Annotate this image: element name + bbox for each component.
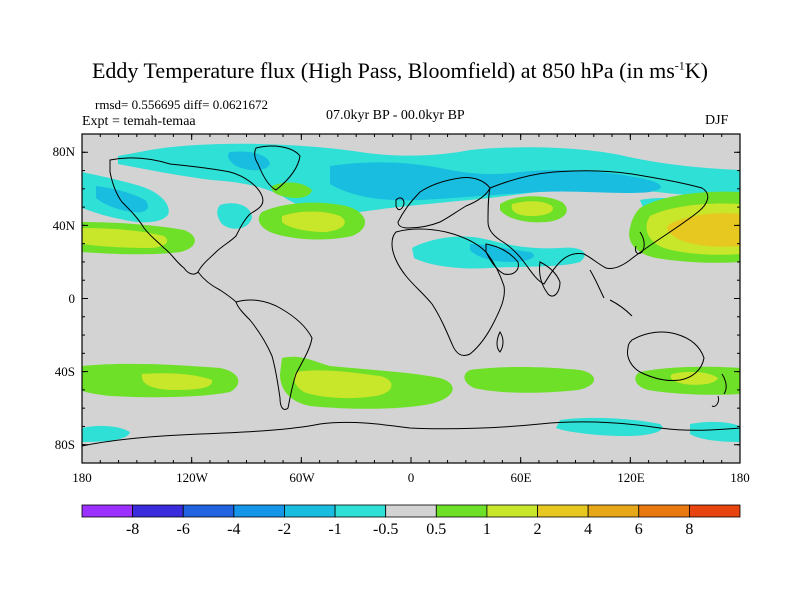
- title-text: Eddy Temperature flux (High Pass, Bloomf…: [91, 58, 675, 83]
- contour-atlantic-pos-core: [282, 211, 345, 232]
- colorbar-label: -6: [176, 521, 190, 538]
- contour-europe-pos: [271, 182, 312, 198]
- coast-india: [539, 261, 561, 297]
- lon-label-180w: 180: [72, 470, 92, 485]
- colorbar-swatch: [537, 504, 589, 518]
- coast-arabia: [485, 243, 519, 275]
- contour-greenland-neg: [228, 151, 270, 171]
- coast-japan: [635, 231, 645, 255]
- colorbar-swatch: [385, 504, 437, 518]
- lon-label-60w: 60W: [289, 470, 315, 485]
- axis-ticks: [81, 133, 741, 464]
- colorbar-label: -1: [328, 521, 342, 538]
- contour-south-pacific-pos-core: [141, 373, 213, 390]
- coast-central-america: [197, 271, 237, 303]
- coast-madagascar: [496, 331, 504, 353]
- lat-label-40s: 40S: [54, 364, 75, 379]
- title-unit-end: K): [684, 58, 708, 83]
- lon-label-60e: 60E: [510, 470, 532, 485]
- contour-antarctic-neg-east: [690, 421, 740, 442]
- lon-label-120w: 120W: [176, 470, 208, 485]
- coastlines: [82, 145, 740, 447]
- chart-title: Eddy Temperature flux (High Pass, Bloomf…: [0, 58, 800, 84]
- season-label: DJF: [705, 113, 729, 128]
- contour-eurasia-neg-core: [330, 162, 661, 201]
- period-label: 07.0kyr BP - 00.0kyr BP: [326, 108, 465, 123]
- coast-africa: [391, 228, 505, 357]
- colorbar-swatch: [233, 504, 285, 518]
- colorbar: [81, 504, 741, 518]
- colorbar-swatch: [638, 504, 690, 518]
- colorbar-label: 8: [685, 521, 694, 538]
- lat-label-80n: 80N: [52, 144, 75, 159]
- title-superscript: -1: [674, 58, 685, 73]
- coast-asia: [487, 170, 709, 285]
- colorbar-label: 1: [482, 521, 491, 538]
- lat-label-80s: 80S: [54, 437, 75, 452]
- coast-australia: [627, 331, 705, 381]
- colorbar-label: -0.5: [373, 521, 399, 538]
- stats-label: rmsd= 0.556695 diff= 0.0621672: [95, 97, 268, 112]
- coast-new-zealand: [711, 373, 727, 407]
- colorbar-swatch: [81, 504, 134, 518]
- colorbar-swatch: [688, 504, 741, 518]
- experiment-label: Expt = temah-temaa: [82, 114, 196, 129]
- lat-label-0: 0: [68, 291, 76, 306]
- colorbar-label: 4: [584, 521, 593, 538]
- coast-se-asia: [589, 269, 633, 317]
- colorbar-label: 2: [533, 521, 542, 538]
- colorbar-swatch: [587, 504, 640, 518]
- colorbar-swatch: [132, 504, 184, 518]
- coast-north-america: [109, 157, 264, 275]
- lon-label-180e: 180: [730, 470, 750, 485]
- colorbar-swatch: [182, 504, 235, 518]
- colorbar-swatch: [284, 504, 336, 518]
- colorbar-swatch: [486, 504, 538, 518]
- contour-south-america-pos-core: [294, 370, 392, 399]
- contour-australia-pos-core: [670, 371, 718, 385]
- contour-indian-pos: [464, 367, 595, 393]
- contour-antarctic-neg-mid: [556, 417, 663, 436]
- contour-caspian-pos-core: [511, 201, 553, 216]
- coast-uk: [395, 197, 405, 211]
- coast-south-america: [235, 299, 313, 411]
- contour-antarctic-neg-west: [82, 425, 130, 442]
- coast-greenland: [254, 145, 301, 191]
- colorbar-label: -8: [125, 521, 140, 538]
- lon-label-120e: 120E: [617, 470, 645, 485]
- colorbar-label: -4: [227, 521, 241, 538]
- colorbar-label: -2: [277, 521, 292, 538]
- contour-pacific-pos-core: [82, 228, 168, 248]
- colorbar-swatch: [435, 504, 488, 518]
- lat-label-40n: 40N: [52, 218, 75, 233]
- colorbar-label: 0.5: [426, 521, 447, 538]
- lon-label-0: 0: [407, 470, 415, 485]
- contour-pacific-north-neg-core: [96, 186, 148, 213]
- coast-antarctica: [82, 421, 740, 447]
- colorbar-swatch: [334, 504, 387, 518]
- colorbar-label: 6: [634, 521, 643, 538]
- coast-europe: [397, 177, 491, 229]
